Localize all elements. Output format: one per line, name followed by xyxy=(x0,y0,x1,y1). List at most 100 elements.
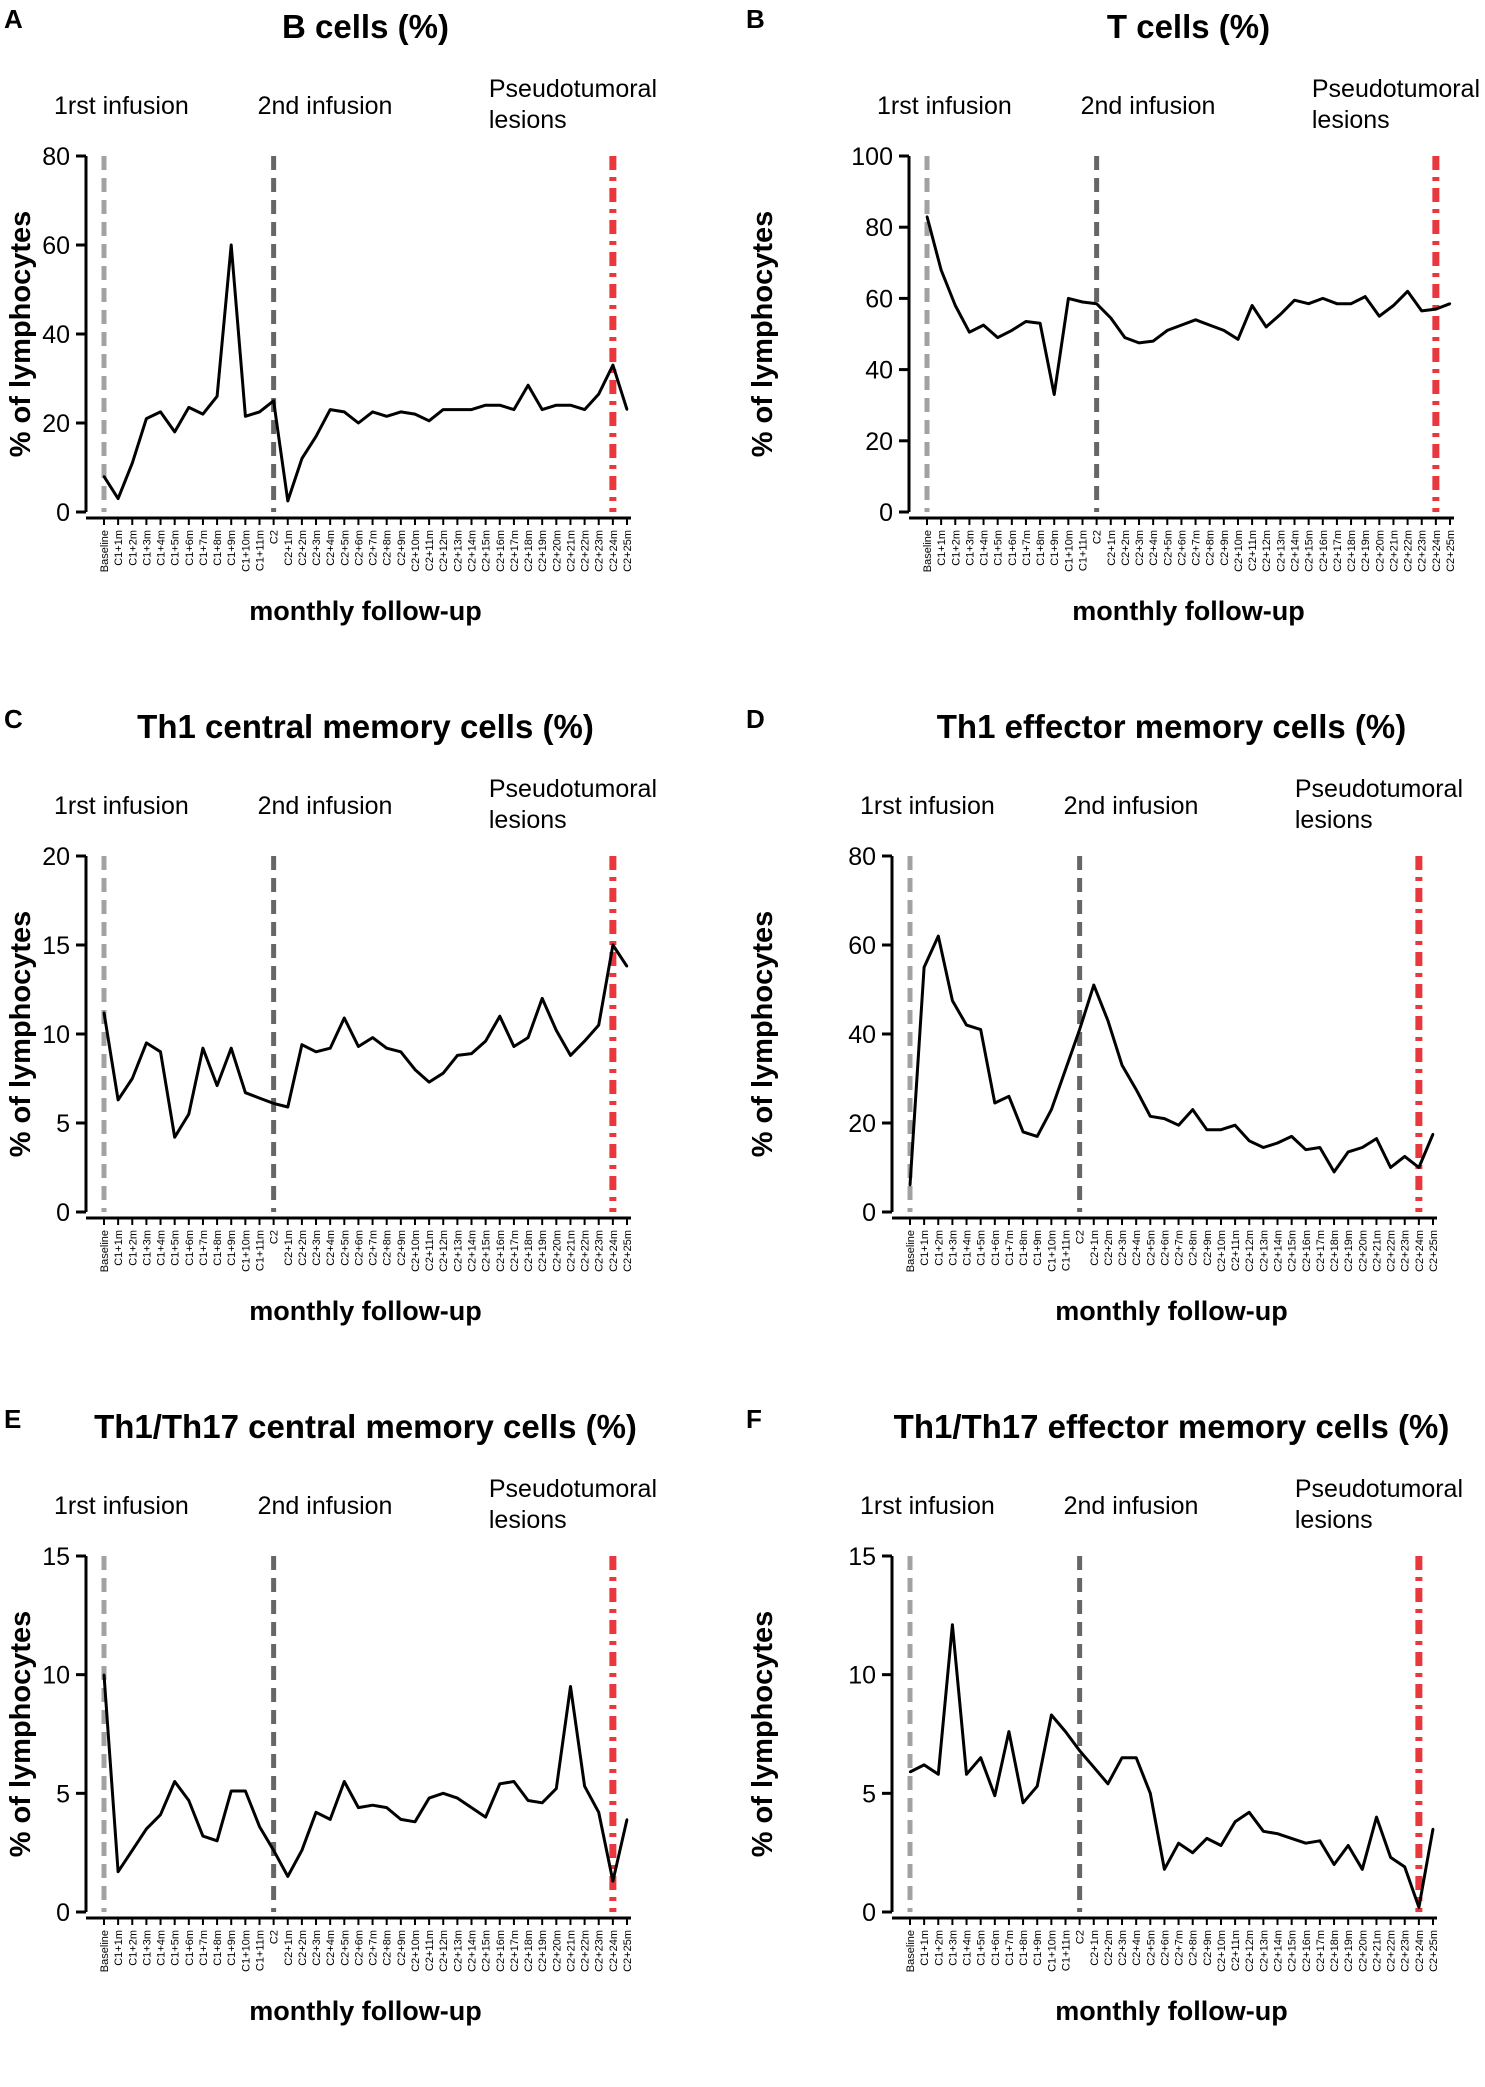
data-point xyxy=(201,1834,205,1838)
x-tick-label: Baseline xyxy=(99,1930,111,1972)
x-tick-label: C2+12m xyxy=(1261,530,1273,572)
x-tick-label: C2+12m xyxy=(438,1930,450,1972)
data-point xyxy=(1448,302,1452,305)
x-tick-label: C1+6m xyxy=(184,530,196,566)
data-point xyxy=(230,1047,233,1050)
data-point xyxy=(470,1806,473,1809)
data-point xyxy=(498,1015,501,1018)
data-point xyxy=(1021,1130,1025,1134)
x-tick-label: C1+5m xyxy=(170,530,182,566)
x-tick-label: C2+21m xyxy=(565,530,577,572)
data-point xyxy=(1177,1841,1180,1845)
data-point xyxy=(1321,297,1324,300)
x-tick-label: C2+20m xyxy=(1357,1930,1369,1972)
data-point xyxy=(922,1763,926,1767)
data-point xyxy=(456,1054,459,1057)
data-point xyxy=(413,1068,417,1071)
data-point xyxy=(159,410,162,414)
x-tick-label: C2+3m xyxy=(311,1230,323,1266)
y-axis-label: % of lymphocytes xyxy=(747,911,779,1158)
x-tick-label: C1+1m xyxy=(113,1230,125,1266)
data-point xyxy=(314,1050,318,1053)
x-tick-label: C1+2m xyxy=(933,1230,945,1266)
x-tick-label: C2+19m xyxy=(537,530,549,572)
series-line xyxy=(102,1674,629,1883)
x-tick-label: C2+5m xyxy=(1145,1230,1157,1266)
data-point xyxy=(1392,304,1395,307)
data-point xyxy=(1007,1095,1011,1098)
data-point xyxy=(555,1787,558,1790)
x-tick-label: C2+23m xyxy=(594,1230,606,1272)
x-tick-label: C2+14m xyxy=(467,530,479,572)
annotation-pseudotumoral-lesions-line2: lesions xyxy=(1295,806,1373,834)
x-tick-label: C2+21m xyxy=(565,1230,577,1272)
data-point xyxy=(512,1780,516,1783)
x-tick-label: C1+8m xyxy=(212,1930,224,1966)
x-tick-label: C1+6m xyxy=(990,1230,1002,1266)
data-point xyxy=(1151,339,1155,343)
x-tick-label: C2+25m xyxy=(622,1930,634,1972)
data-point xyxy=(1092,1766,1095,1769)
x-tick-label: C2+18m xyxy=(523,1930,535,1972)
data-point xyxy=(314,1811,318,1814)
x-tick-label: C2+19m xyxy=(1343,1930,1355,1972)
data-point xyxy=(427,419,431,422)
data-point xyxy=(272,1849,275,1852)
x-tick-label: C2+7m xyxy=(1191,530,1203,566)
x-tick-label: C2+20m xyxy=(551,530,563,572)
x-tick-label: C2+22m xyxy=(1403,530,1415,572)
x-tick-label: C2+1m xyxy=(1089,1930,1101,1966)
x-tick-label: C2+10m xyxy=(1216,1230,1228,1272)
x-tick-label: C1+3m xyxy=(141,530,153,566)
data-point xyxy=(385,1047,388,1050)
data-point xyxy=(173,430,176,434)
x-tick-label: C1+3m xyxy=(141,1230,153,1266)
x-tick-label: C2+2m xyxy=(297,1230,309,1266)
x-tick-label: C1+5m xyxy=(976,1930,988,1966)
data-point xyxy=(908,1770,912,1774)
data-point xyxy=(1166,329,1169,332)
annotation-second-infusion: 2nd infusion xyxy=(258,792,393,820)
x-tick-label: C2+13m xyxy=(1258,1230,1270,1272)
data-point xyxy=(1417,1906,1421,1909)
x-tick-label: C2+4m xyxy=(1131,1230,1143,1266)
x-tick-label: C1+10m xyxy=(1046,1230,1058,1272)
x-tick-label: C2+22m xyxy=(580,1930,592,1972)
data-point xyxy=(1064,1730,1067,1733)
annotation-pseudotumoral-lesions-line2: lesions xyxy=(489,1506,567,1534)
y-axis-label: % of lymphocytes xyxy=(5,1611,37,1858)
data-point xyxy=(399,1050,403,1053)
chart-panel-b: B T cells (%) 1rst infusion 2nd infusion Pse… xyxy=(742,0,1484,687)
data-point xyxy=(1177,1124,1180,1127)
annotation-second-infusion: 2nd infusion xyxy=(258,1492,393,1520)
data-point xyxy=(215,1084,219,1087)
x-tick-label: C2+9m xyxy=(396,1230,408,1266)
data-point xyxy=(1163,1117,1166,1120)
data-point xyxy=(1078,1028,1081,1031)
x-tick-label: C1+2m xyxy=(127,530,139,566)
x-tick-label: C2+11m xyxy=(424,1230,436,1271)
chart-svg: F Th1/Th17 effector memory cells (%) 1rst … xyxy=(746,1404,1463,2026)
x-tick-label: C2+23m xyxy=(594,530,606,572)
data-point xyxy=(1078,1749,1081,1752)
data-point xyxy=(1092,983,1095,987)
x-tick-label: C1+1m xyxy=(113,530,125,566)
x-tick-label: C2+3m xyxy=(1134,530,1146,566)
data-point xyxy=(159,1050,162,1053)
data-point xyxy=(272,1102,275,1105)
series-line xyxy=(925,216,1451,396)
x-tick-label: C2+3m xyxy=(311,1930,323,1966)
data-point xyxy=(1219,1844,1223,1847)
x-tick-label: C2+23m xyxy=(1417,530,1429,572)
data-point xyxy=(1120,1756,1124,1759)
data-point xyxy=(272,399,275,402)
data-point xyxy=(979,1028,982,1031)
data-point xyxy=(300,1849,304,1852)
data-point xyxy=(116,497,120,500)
y-tick-label: 60 xyxy=(848,932,876,960)
x-tick-label: C2 xyxy=(1092,530,1104,544)
x-tick-label: C1+1m xyxy=(919,1930,931,1966)
annotation-pseudotumoral-lesions: Pseudotumoral xyxy=(1295,1475,1463,1503)
x-tick-label: C2 xyxy=(269,530,281,544)
annotation-pseudotumoral-lesions: Pseudotumoral xyxy=(1295,775,1463,803)
